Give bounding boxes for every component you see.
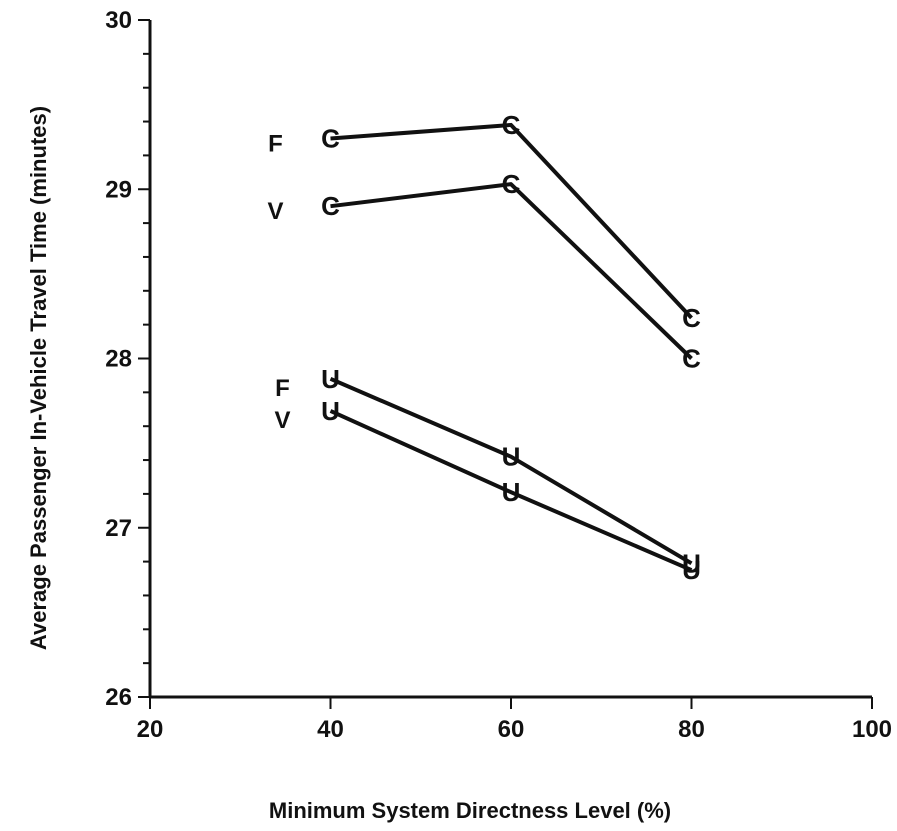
series-label: F bbox=[275, 375, 290, 402]
series-line bbox=[329, 409, 693, 572]
y-tick-label: 30 bbox=[105, 7, 132, 34]
data-point-marker: U bbox=[321, 396, 340, 426]
y-tick-label: 27 bbox=[105, 515, 132, 542]
series-line bbox=[330, 122, 693, 320]
data-point-marker: C bbox=[502, 110, 521, 140]
x-tick-label: 20 bbox=[137, 716, 164, 743]
series-label: V bbox=[274, 407, 290, 434]
series-lines bbox=[329, 122, 693, 572]
x-tick-label: 60 bbox=[498, 716, 525, 743]
series-label: V bbox=[267, 198, 283, 225]
data-point-marker: C bbox=[682, 303, 701, 333]
y-axis-title: Average Passenger In-Vehicle Travel Time… bbox=[26, 106, 51, 650]
series-label: F bbox=[268, 130, 283, 157]
y-tick-label: 29 bbox=[105, 176, 132, 203]
data-point-marker: C bbox=[682, 344, 701, 374]
y-tick-label: 26 bbox=[105, 684, 132, 711]
ticks: 26 27 28 29 30 20 40 60 80 100 bbox=[105, 7, 892, 743]
data-point-marker: C bbox=[321, 191, 340, 221]
series-line bbox=[329, 376, 693, 566]
data-point-marker: U bbox=[502, 442, 521, 472]
data-point-marker: U bbox=[502, 477, 521, 507]
data-point-marker: U bbox=[682, 555, 701, 585]
x-axis-title: Minimum System Directness Level (%) bbox=[269, 798, 671, 823]
series-line bbox=[330, 182, 693, 360]
data-point-marker: U bbox=[682, 548, 701, 578]
data-point-marker: C bbox=[321, 123, 340, 153]
x-tick-label: 40 bbox=[317, 716, 344, 743]
data-point-marker: C bbox=[502, 169, 521, 199]
data-point-marker: U bbox=[321, 364, 340, 394]
x-tick-label: 100 bbox=[852, 716, 892, 743]
y-tick-label: 28 bbox=[105, 346, 132, 373]
x-tick-label: 80 bbox=[678, 716, 705, 743]
